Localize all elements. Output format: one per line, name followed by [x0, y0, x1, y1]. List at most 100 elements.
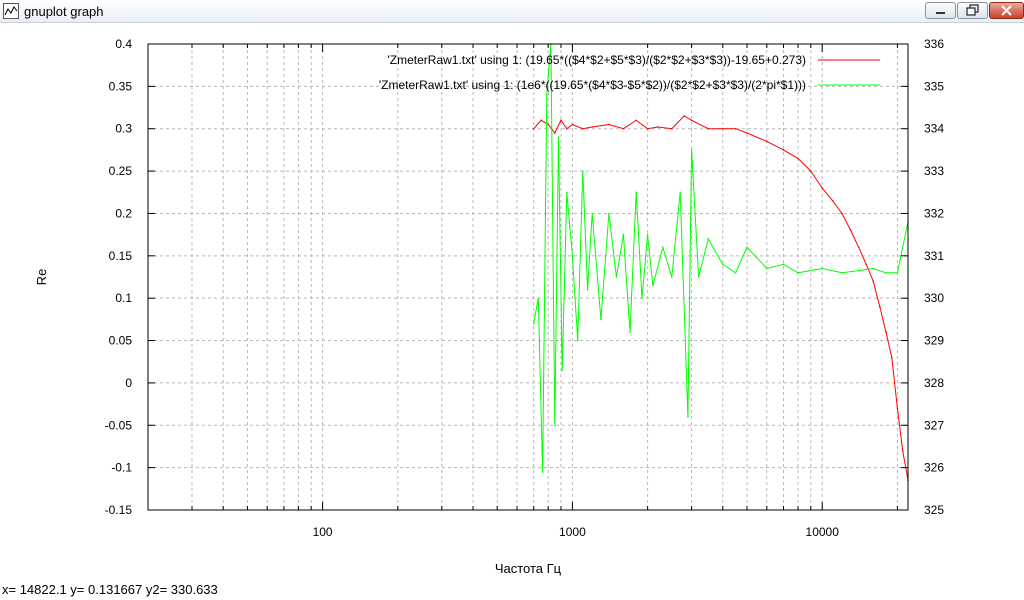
chart-area: -0.15 -0.1 -0.05 0 0.05 0.1 0.15 0.2 0.25 0.3 0.35…	[34, 37, 945, 576]
data-point-green	[635, 191, 637, 194]
data-point-red	[746, 132, 748, 134]
data-point-green	[600, 318, 602, 321]
data-point-green	[554, 424, 556, 427]
y-tick-label: 0.15	[109, 249, 133, 263]
legend-label: 'ZmeterRaw1.txt' using 1: (1e6*((19.65*(…	[379, 78, 806, 92]
data-point-green	[582, 170, 584, 172]
data-point-red	[560, 119, 562, 122]
data-point-green	[541, 471, 544, 473]
data-point-red	[571, 123, 574, 126]
window-title: gnuplot graph	[24, 4, 104, 19]
y2-tick-label: 330	[924, 291, 944, 305]
ticks: -0.15 -0.1 -0.05 0 0.05 0.1 0.15 0.2 0.25 0.3 0.35…	[105, 37, 945, 539]
legend: 'ZmeterRaw1.txt' using 1: (19.65*(($4*$2…	[379, 53, 880, 92]
data-point-red	[797, 157, 799, 160]
data-point-red	[635, 119, 637, 122]
data-point-red	[657, 126, 659, 128]
data-point-red	[722, 127, 724, 130]
restore-icon	[966, 4, 979, 16]
data-point-green	[734, 272, 737, 274]
data-point-red	[554, 132, 556, 134]
y-tick-label: -0.1	[111, 461, 132, 475]
data-point-green	[566, 191, 568, 194]
data-point-green	[557, 136, 560, 138]
data-point-green	[690, 149, 693, 151]
data-point-green	[671, 276, 673, 278]
data-point-red	[566, 127, 568, 130]
data-point-green	[797, 272, 799, 274]
data-point-green	[872, 267, 874, 270]
plot-frame	[147, 43, 909, 511]
y2-tick-label: 334	[924, 122, 944, 136]
data-point-red	[896, 407, 899, 410]
data-point-red	[532, 127, 535, 130]
x-tick-label: 10000	[806, 525, 840, 539]
series-line-green	[533, 43, 909, 472]
y-tick-label: 0.2	[115, 206, 132, 220]
data-point-red	[707, 127, 710, 130]
data-point-red	[766, 140, 768, 143]
data-point-green	[766, 267, 768, 270]
data-point-red	[885, 331, 887, 333]
data-point-red	[831, 199, 834, 202]
y2-tick-label: 332	[924, 206, 944, 220]
close-button[interactable]	[989, 2, 1024, 19]
y2-tick-label: 336	[924, 37, 944, 51]
data-point-red	[591, 126, 593, 128]
data-point-red	[608, 123, 610, 126]
series-line-red	[533, 115, 909, 481]
restore-button[interactable]	[957, 2, 988, 19]
data-point-green	[629, 331, 631, 333]
data-point-red	[540, 119, 542, 122]
y2-tick-label: 335	[924, 79, 944, 93]
data-point-green	[646, 233, 649, 236]
data-point-red	[872, 280, 874, 283]
data-point-green	[679, 191, 681, 194]
data-point-green	[662, 246, 664, 249]
data-point-red	[547, 123, 549, 126]
data-point-red	[622, 127, 625, 130]
data-point-green	[782, 263, 785, 266]
data-point-red	[734, 127, 737, 130]
data-point-green	[591, 212, 593, 215]
data-point-green	[885, 272, 887, 274]
data-point-green	[746, 246, 748, 249]
data-point-green	[857, 269, 860, 272]
data-point-green	[608, 212, 610, 215]
data-point-red	[683, 115, 685, 117]
data-point-green	[707, 238, 710, 240]
y-tick-label: 0.1	[115, 291, 132, 305]
y-tick-label: 0.3	[115, 122, 132, 136]
y2-tick-label: 331	[924, 249, 944, 263]
grid	[147, 44, 908, 510]
data-point-green	[722, 263, 724, 266]
data-point-green	[546, 94, 548, 96]
data-point-green	[622, 233, 625, 236]
data-point-red	[582, 127, 584, 130]
data-point-red	[690, 119, 693, 122]
data-point-red	[865, 263, 867, 266]
x-tick-label: 100	[313, 525, 333, 539]
y2-tick-label: 326	[924, 461, 944, 475]
coordinate-readout: x= 14822.1 y= 0.131667 y2= 330.633	[2, 582, 218, 597]
y-tick-label: 0.05	[109, 334, 133, 348]
minimize-button[interactable]	[925, 2, 956, 19]
data-point-green	[561, 369, 563, 372]
y-tick-label: -0.15	[105, 503, 133, 517]
data-point-green	[652, 284, 654, 287]
data-point-green	[821, 267, 823, 270]
data-point-red	[879, 305, 881, 308]
data-point-green	[896, 272, 899, 274]
data-point-red	[646, 127, 649, 130]
data-point-red	[841, 212, 843, 215]
data-point-red	[671, 127, 673, 130]
title-bar: gnuplot graph	[0, 0, 1024, 23]
data-point-red	[891, 356, 893, 359]
close-icon	[1001, 5, 1012, 16]
y-tick-label: -0.05	[105, 418, 133, 432]
data-point-red	[849, 229, 852, 232]
y-axis-label: Re	[34, 269, 49, 286]
y-tick-label: 0	[125, 376, 132, 390]
data-point-green	[841, 272, 843, 274]
x-tick-label: 1000	[559, 525, 586, 539]
